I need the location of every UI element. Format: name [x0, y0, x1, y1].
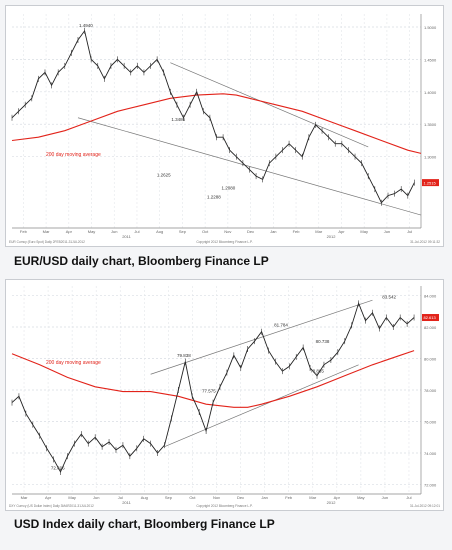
x-tick-label: Feb [285, 495, 293, 500]
x-tick-label: Nov [224, 229, 231, 234]
year-label: 2011 [122, 234, 131, 239]
x-tick-label: Dec [247, 229, 254, 234]
x-tick-label: Apr [338, 229, 345, 234]
x-tick-label: Mar [21, 495, 29, 500]
footer-timestamp: 31-Jul-2012 09:11:32 [410, 240, 440, 244]
price-annotation: 83.542 [382, 295, 396, 300]
x-tick-label: Aug [156, 229, 163, 234]
trend-channel-line [170, 62, 369, 148]
footer-copyright: Copyright 2012 Bloomberg Finance L.P. [196, 240, 252, 244]
price-annotation: 72.696 [51, 466, 65, 471]
footer-source: EUR Curncy (Euro Spot) Daily 2FEB2011-31… [9, 240, 85, 244]
x-tick-label: Jul [134, 229, 139, 234]
year-label: 2011 [122, 500, 131, 505]
last-price-label: 82.613 [424, 315, 437, 320]
x-tick-label: Apr [45, 495, 52, 500]
x-tick-label: Feb [293, 229, 301, 234]
last-price-label: 1.2515 [424, 180, 437, 185]
x-tick-label: May [360, 229, 368, 234]
usd-index-chart-panel: 84.000 82.000 80.000 78.000 76.000 74.000 72.0… [5, 279, 444, 511]
x-tick-label: Oct [189, 495, 196, 500]
eurusd-chart-panel: 1.5000 1.4500 1.4000 1.3500 1.3000 Feb Mar Apr M… [5, 5, 444, 247]
footer-source: DXY Curncy (US Dollar Index) Daily 3MAR2… [9, 504, 94, 508]
eurusd-chart: 1.5000 1.4500 1.4000 1.3500 1.3000 Feb Mar Apr M… [9, 14, 440, 244]
year-label: 2012 [327, 500, 337, 505]
y-tick-label: 84.000 [424, 293, 437, 298]
y-tick-label: 78.000 [424, 388, 437, 393]
price-annotation: 1.2625 [157, 173, 171, 178]
moving-average-line [11, 93, 422, 154]
price-annotation: 81.784 [274, 322, 288, 327]
usd-index-chart-caption: USD Index daily chart, Bloomberg Finance… [14, 517, 275, 531]
x-tick-label: Jun [111, 229, 117, 234]
x-tick-label: May [68, 495, 76, 500]
moving-average-label: 200 day moving average [46, 360, 101, 366]
moving-average-line [11, 350, 415, 408]
x-tick-label: Aug [141, 495, 148, 500]
footer-timestamp: 31-Jul-2012 09:12:01 [410, 504, 440, 508]
x-tick-label: Nov [213, 495, 220, 500]
y-tick-label: 76.000 [424, 420, 437, 425]
y-tick-label: 74.000 [424, 451, 437, 456]
y-tick-label: 1.3500 [424, 122, 437, 127]
footer-copyright: Copyright 2012 Bloomberg Finance L.P. [196, 504, 252, 508]
last-price-tag [422, 314, 439, 322]
eurusd-chart-caption: EUR/USD daily chart, Bloomberg Finance L… [14, 254, 269, 268]
y-tick-label: 80.000 [424, 356, 437, 361]
trend-channel-line [150, 299, 373, 375]
price-annotation: 78.865 [310, 368, 324, 373]
x-tick-label: Jan [270, 229, 276, 234]
x-tick-label: Jul [407, 229, 412, 234]
price-annotation: 77.575 [202, 389, 216, 394]
moving-average-label: 200 day moving average [46, 152, 101, 158]
x-tick-label: Feb [20, 229, 28, 234]
x-tick-label: Apr [334, 495, 341, 500]
y-tick-label: 72.000 [424, 483, 437, 488]
price-annotation: 80.738 [316, 339, 330, 344]
x-tick-label: Jun [93, 495, 99, 500]
x-tick-label: May [357, 495, 365, 500]
price-annotation: 1.3486 [171, 117, 185, 122]
x-tick-label: May [88, 229, 96, 234]
price-annotation: 79.838 [177, 353, 191, 358]
y-tick-label: 1.3000 [424, 155, 437, 160]
y-tick-label: 1.4500 [424, 57, 437, 62]
price-annotation: 1.2288 [207, 195, 221, 200]
x-tick-label: Sep [165, 495, 173, 500]
x-tick-label: Mar [315, 229, 323, 234]
x-tick-label: Dec [237, 495, 244, 500]
x-tick-label: Jul [406, 495, 411, 500]
x-tick-label: Jul [118, 495, 123, 500]
x-tick-label: Oct [202, 229, 209, 234]
trend-channel-line [77, 117, 422, 216]
x-tick-label: Jun [384, 229, 390, 234]
y-tick-label: 1.4000 [424, 90, 437, 95]
trend-channel-line [164, 364, 359, 448]
x-tick-label: Apr [66, 229, 73, 234]
usd-index-chart: 84.000 82.000 80.000 78.000 76.000 74.000 72.0… [9, 286, 440, 508]
x-tick-label: Mar [43, 229, 51, 234]
x-tick-label: Sep [179, 229, 187, 234]
x-tick-label: Mar [309, 495, 317, 500]
x-tick-label: Jun [382, 495, 388, 500]
last-price-tag [422, 179, 439, 187]
year-label: 2012 [327, 234, 337, 239]
price-annotation: 1.2080 [221, 186, 235, 191]
y-tick-label: 1.5000 [424, 25, 437, 30]
price-line [11, 29, 415, 204]
x-tick-label: Jan [261, 495, 267, 500]
price-annotation: 1.4940 [79, 23, 93, 28]
y-tick-label: 82.000 [424, 325, 437, 330]
